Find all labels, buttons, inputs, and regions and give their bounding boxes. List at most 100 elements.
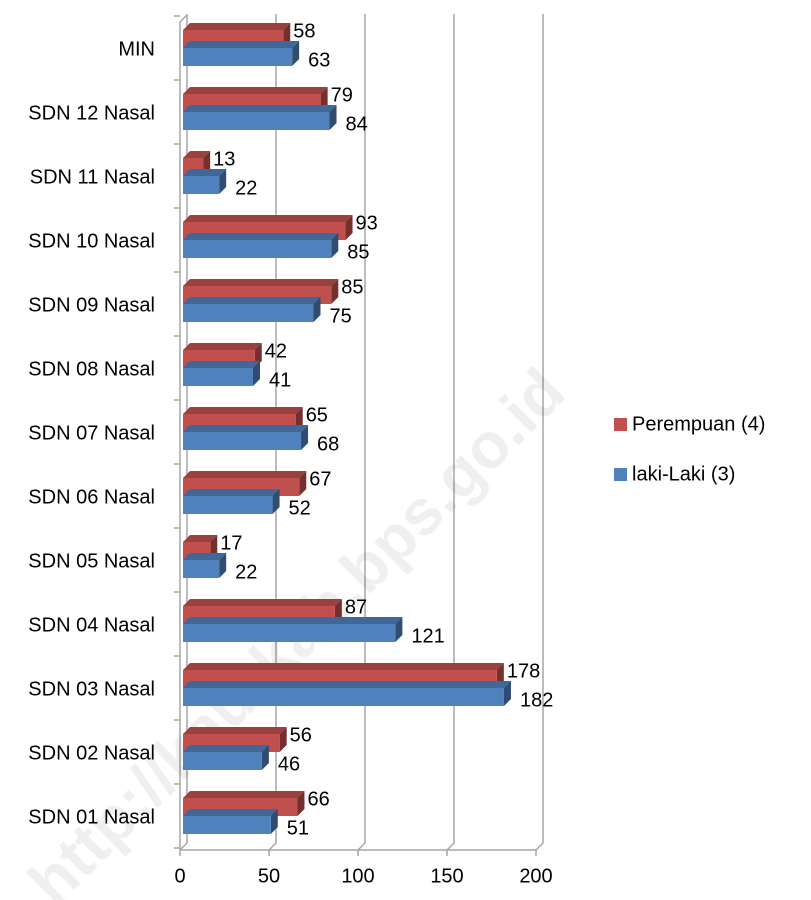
legend-swatch <box>614 468 627 481</box>
bar-front <box>183 624 396 642</box>
value-label: 22 <box>235 177 257 199</box>
bar-front <box>183 560 220 578</box>
bar-side <box>503 681 511 706</box>
bar-top <box>183 407 303 414</box>
value-label: 178 <box>507 660 540 682</box>
value-label: 66 <box>307 788 329 810</box>
value-label: 79 <box>331 84 353 106</box>
bar-top <box>183 297 321 304</box>
bar-top <box>183 727 287 734</box>
bar <box>183 617 403 642</box>
bar-front <box>183 368 253 386</box>
grid-line <box>357 14 366 851</box>
grid-line <box>535 14 544 851</box>
value-label: 42 <box>265 340 287 362</box>
bar-top <box>183 681 511 688</box>
bar-side <box>270 809 278 834</box>
bar-top <box>183 489 280 496</box>
bar-top <box>183 663 504 670</box>
bar <box>183 681 511 706</box>
bar-side <box>297 791 305 816</box>
bar-side <box>261 745 269 770</box>
value-label: 121 <box>411 625 444 647</box>
y-tick-label: SDN 02 Nasal <box>28 742 155 764</box>
bar <box>183 233 339 258</box>
bar <box>183 553 227 578</box>
bar-side <box>272 489 280 514</box>
bar-top <box>183 233 339 240</box>
y-tick-label: SDN 05 Nasal <box>28 550 155 572</box>
value-label: 85 <box>341 276 363 298</box>
value-label: 56 <box>290 724 312 746</box>
value-label: 22 <box>235 561 257 583</box>
value-label: 41 <box>269 369 291 391</box>
bar-top <box>183 617 403 624</box>
bar-side <box>219 169 227 194</box>
value-label: 75 <box>330 305 352 327</box>
bar-top <box>183 343 262 350</box>
value-label: 65 <box>306 404 328 426</box>
bar-front <box>183 304 314 322</box>
bar-top <box>183 23 291 30</box>
bar-side <box>345 215 353 240</box>
bar-front <box>183 816 271 834</box>
value-label: 84 <box>346 113 368 135</box>
legend-label: laki-Laki (3) <box>632 463 735 485</box>
x-tick-label: 0 <box>174 865 185 887</box>
bar <box>183 105 337 130</box>
bar-top <box>183 169 227 176</box>
x-tick-label: 150 <box>430 865 463 887</box>
bar-side <box>252 361 260 386</box>
x-tick-label: 100 <box>341 865 374 887</box>
bar <box>183 41 300 66</box>
value-label: 52 <box>289 497 311 519</box>
bar-side <box>279 727 287 752</box>
bar-front <box>183 112 330 130</box>
y-tick-label: SDN 11 Nasal <box>30 166 155 188</box>
bar-front <box>183 48 293 66</box>
bar <box>183 809 278 834</box>
y-tick-label: SDN 09 Nasal <box>28 294 155 316</box>
bar-top <box>183 791 305 798</box>
bar-top <box>183 105 337 112</box>
bar <box>183 297 321 322</box>
value-label: 58 <box>293 20 315 42</box>
value-label: 46 <box>278 753 300 775</box>
bar-top <box>183 745 269 752</box>
bar-top <box>183 425 309 432</box>
bar-side <box>292 41 300 66</box>
bar-side <box>313 297 321 322</box>
value-label: 182 <box>520 689 553 711</box>
bar-top <box>183 151 211 158</box>
bar-side <box>331 233 339 258</box>
legend-swatch <box>614 418 627 431</box>
y-tick-label: SDN 07 Nasal <box>28 422 155 444</box>
bar-front <box>183 688 504 706</box>
value-label: 13 <box>213 148 235 170</box>
value-label: 85 <box>347 241 369 263</box>
bar-side <box>301 425 309 450</box>
y-tick-label: SDN 03 Nasal <box>28 678 155 700</box>
bar-top <box>183 599 342 606</box>
y-tick-label: SDN 12 Nasal <box>28 102 155 124</box>
bar-top <box>183 809 278 816</box>
y-tick-label: SDN 04 Nasal <box>28 614 155 636</box>
value-label: 93 <box>356 212 378 234</box>
y-tick-label: MIN <box>118 38 155 60</box>
value-label: 68 <box>317 433 339 455</box>
y-tick-label: SDN 01 Nasal <box>28 806 155 828</box>
bar <box>183 745 269 770</box>
bar-side <box>219 553 227 578</box>
bar-front <box>183 496 273 514</box>
value-label: 87 <box>345 596 367 618</box>
x-tick-label: 50 <box>258 865 280 887</box>
bar-front <box>183 432 302 450</box>
value-label: 67 <box>309 468 331 490</box>
value-label: 17 <box>220 532 242 554</box>
bar-front <box>183 240 332 258</box>
legend-label: Perempuan (4) <box>632 413 765 435</box>
y-tick-label: SDN 08 Nasal <box>28 358 155 380</box>
bar-top <box>183 361 260 368</box>
x-tick-label: 200 <box>519 865 552 887</box>
